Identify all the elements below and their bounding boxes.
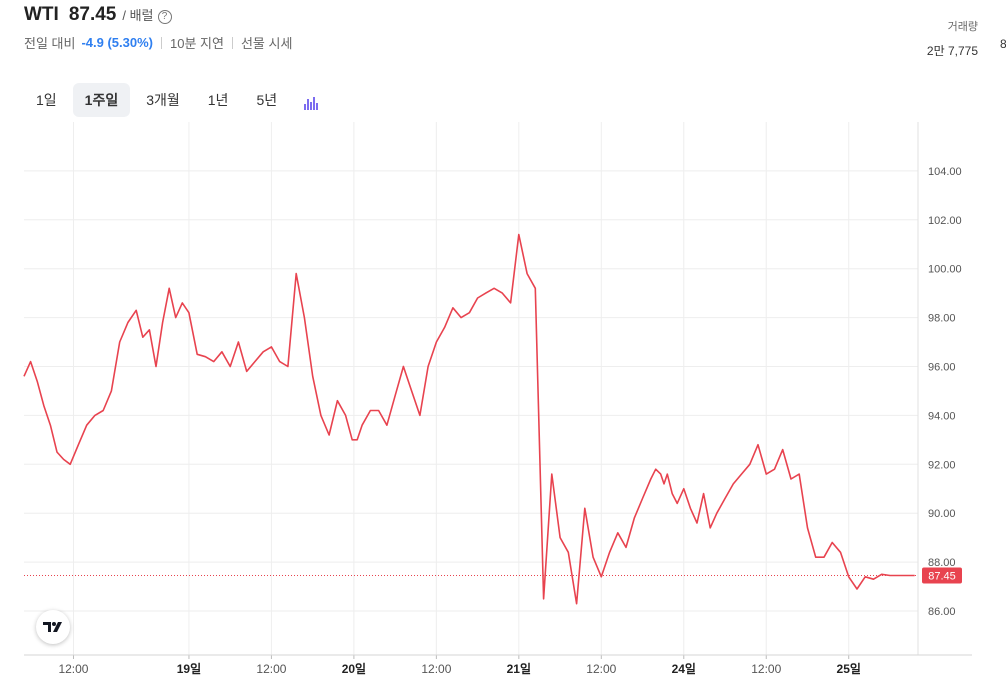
x-tick-label: 19일 [177,662,201,676]
y-tick-label: 92.00 [928,459,956,471]
period-1y[interactable]: 1년 [207,92,229,108]
volume-value: 2만 7,775 [926,44,978,58]
period-5y[interactable]: 5년 [256,92,278,108]
x-tick-label: 12:00 [256,662,286,676]
indicator-bars-icon[interactable] [301,90,321,110]
x-tick-label: 20일 [342,662,366,676]
period-selector: 1일 1주일 3개월 1년 5년 [24,83,321,117]
source-label: 선물 시세 [240,36,293,51]
symbol-name: WTI [24,4,59,25]
divider [231,36,233,49]
y-tick-label: 102.00 [928,215,962,227]
x-tick-label: 12:00 [421,662,451,676]
y-tick-label: 86.00 [928,606,956,618]
period-1w[interactable]: 1주일 [72,83,131,117]
quote-header: WTI 87.45 / 배럴 ? [24,4,172,26]
volume-label: 거래량 [947,21,978,33]
change-line: 전일 대비 -4.9 (5.30%) 10분 지연 선물 시세 [24,33,292,52]
x-tick-label: 25일 [837,662,861,676]
price-chart[interactable]: 104.00 102.00 100.00 98.00 96.00 94.00 92.00 90… [0,118,1006,698]
help-icon[interactable]: ? [157,9,172,24]
last-price-badge [922,567,962,584]
delay-label: 10분 지연 [170,36,224,51]
last-price-label: 87.45 [928,571,956,583]
y-tick-label: 96.00 [928,361,956,373]
change-value: -4.9 (5.30%) [81,35,153,50]
current-price: 87.45 [68,4,117,25]
x-tick-label: 24일 [672,662,696,676]
y-tick-label: 104.00 [928,166,962,178]
tradingview-logo-icon[interactable] [36,610,70,644]
price-series-line [23,233,915,605]
x-tick-label: 12:00 [751,662,781,676]
y-tick-label: 100.00 [928,264,962,276]
x-tick-label: 12:00 [586,662,616,676]
y-tick-label: 88.00 [928,557,956,569]
x-tick-label: 21일 [507,662,531,676]
clipped-value: 8 [1000,37,1006,51]
price-unit: / 배럴 [122,8,154,23]
y-tick-label: 90.00 [928,508,956,520]
volume-block: 거래량 2만 7,775 [927,18,978,59]
divider [161,36,162,49]
period-1d[interactable]: 1일 [36,92,57,108]
period-3m[interactable]: 3개월 [146,92,180,108]
y-tick-label: 94.00 [928,410,956,422]
x-tick-label: 12:00 [58,662,88,676]
y-tick-label: 98.00 [928,313,956,325]
change-label: 전일 대비 [24,36,76,51]
